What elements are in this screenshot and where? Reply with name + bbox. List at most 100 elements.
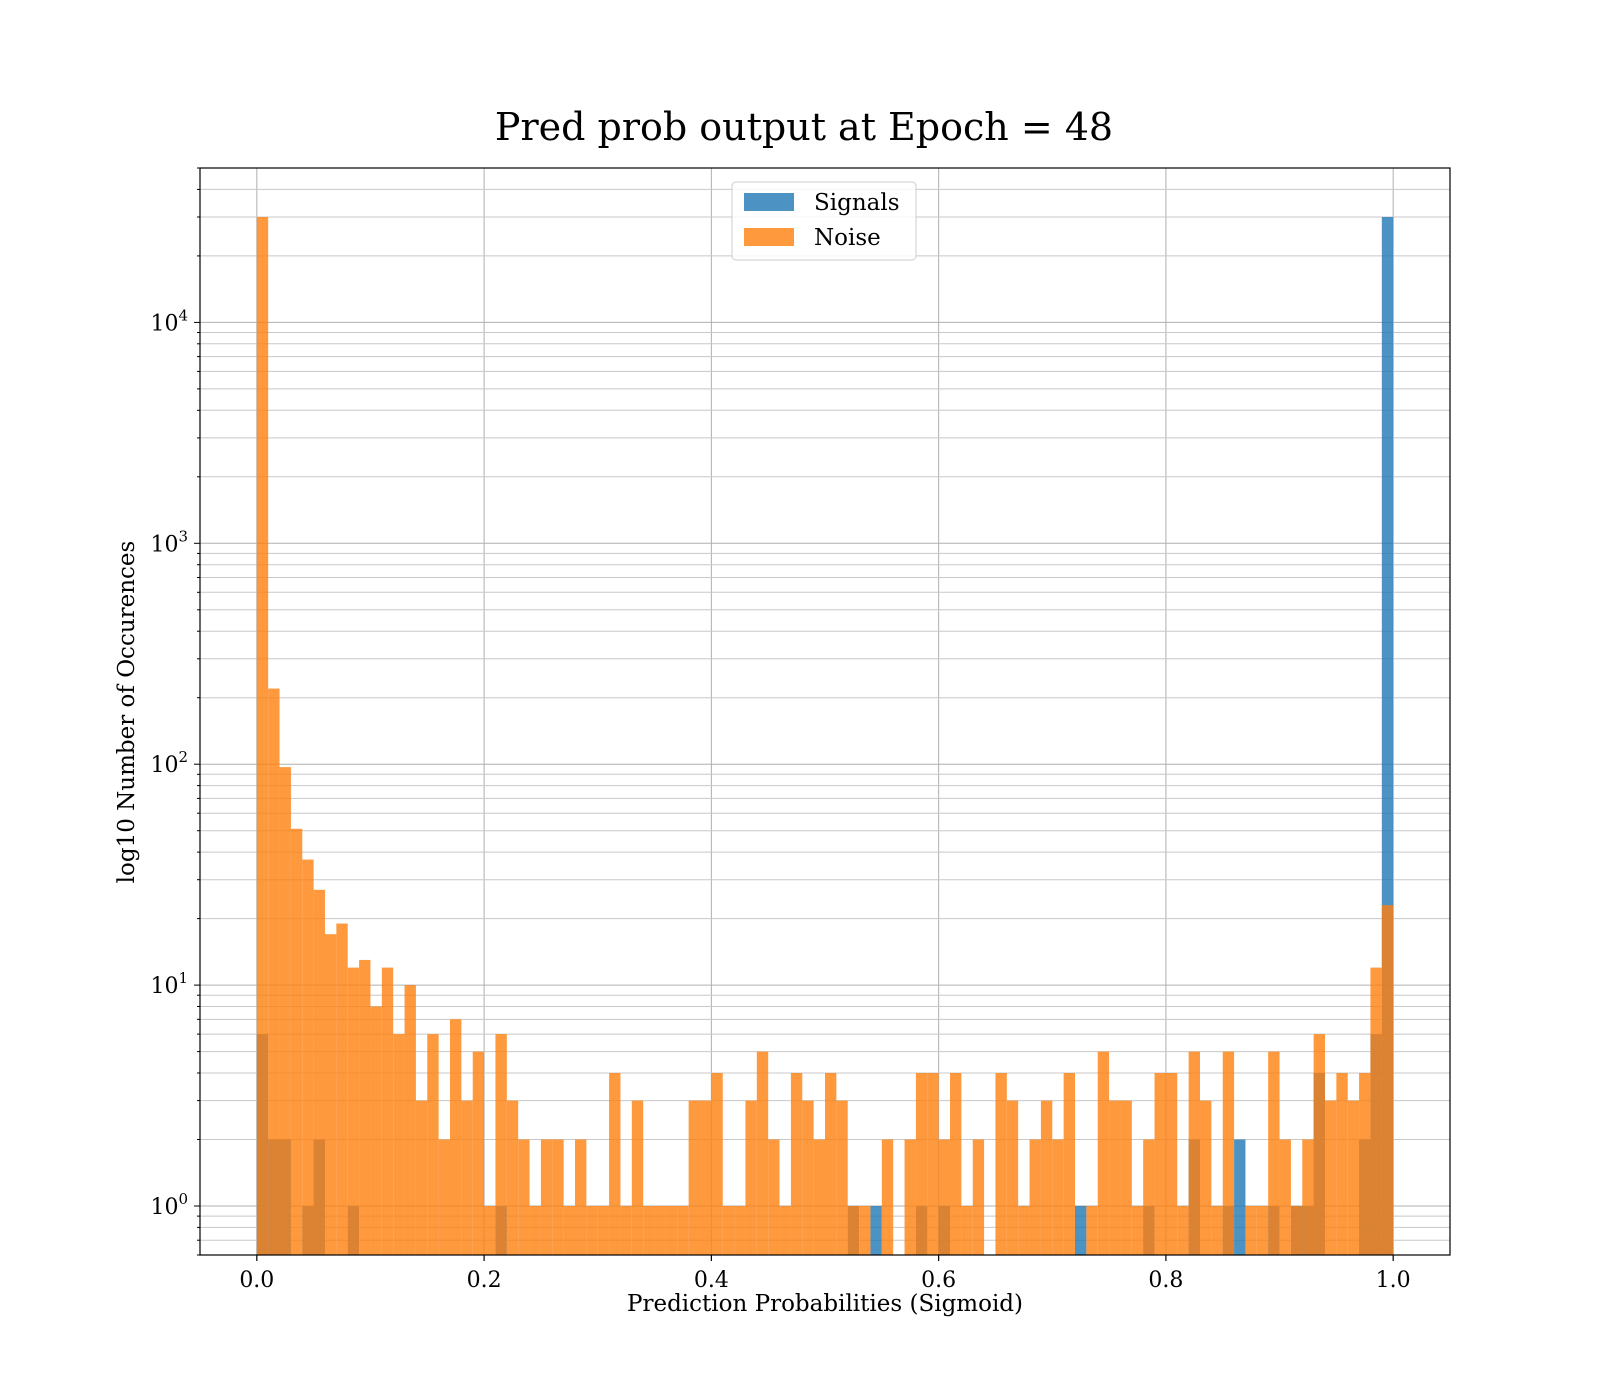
bar-noise [279, 767, 291, 1255]
series-noise [256, 217, 1394, 1256]
bar-noise [859, 1205, 871, 1255]
bar-noise [1268, 1051, 1280, 1255]
bar-noise [393, 1034, 405, 1255]
bar-noise [450, 1019, 462, 1255]
bar-noise [268, 688, 280, 1255]
y-tick-label: 104 [150, 306, 188, 336]
bar-noise [915, 1073, 928, 1255]
chart-title: Pred prob output at Epoch = 48 [495, 105, 1113, 149]
bar-noise [722, 1205, 735, 1255]
bar-noise [1131, 1205, 1144, 1255]
y-tick-label: 100 [150, 1190, 188, 1220]
legend-swatch-signals [744, 193, 794, 211]
bar-noise [290, 828, 303, 1255]
bar-noise [325, 934, 337, 1255]
bar-noise [1018, 1205, 1030, 1255]
x-tick-label: 0.0 [239, 1268, 274, 1293]
bar-noise [540, 1139, 553, 1255]
legend-label-noise: Noise [814, 225, 881, 251]
bar-noise [1040, 1100, 1053, 1255]
bar-noise [631, 1100, 644, 1255]
bar-noise [1313, 1034, 1325, 1255]
bar-noise [438, 1139, 450, 1255]
bar-noise [847, 1205, 860, 1255]
bar-noise [1154, 1073, 1166, 1255]
bar-noise [938, 1139, 950, 1255]
bar-noise [677, 1205, 689, 1255]
bar-noise [302, 859, 314, 1255]
bar-noise [1302, 1139, 1314, 1255]
bar-noise [370, 1006, 382, 1255]
bar-noise [347, 967, 360, 1255]
bar-noise [825, 1073, 837, 1255]
bar-noise [1256, 1205, 1269, 1255]
bar-noise [995, 1073, 1007, 1255]
bar-signals [870, 1205, 882, 1255]
bar-noise [779, 1205, 791, 1255]
y-tick-label: 102 [150, 748, 188, 778]
bar-noise [1006, 1100, 1019, 1255]
bar-noise [950, 1073, 962, 1255]
bar-noise [472, 1051, 485, 1255]
bar-noise [836, 1100, 848, 1255]
bar-noise [415, 1100, 428, 1255]
bar-noise [1188, 1051, 1200, 1255]
x-axis-label: Prediction Probabilities (Sigmoid) [627, 1291, 1023, 1317]
bar-noise [529, 1205, 541, 1255]
bar-noise [518, 1139, 530, 1255]
bar-noise [1165, 1073, 1178, 1255]
bar-noise [597, 1205, 610, 1255]
x-tick-label: 0.2 [467, 1268, 502, 1293]
bar-noise [1029, 1139, 1041, 1255]
bar-noise [700, 1100, 712, 1255]
bar-noise [1063, 1073, 1075, 1255]
bar-noise [256, 217, 269, 1256]
bar-noise [575, 1139, 587, 1255]
axis-ticks: 0.0 0.2 0.4 0.6 0.8 1.0 100 101 102 103 104 [150, 167, 1411, 1293]
bar-noise [1347, 1100, 1360, 1255]
bar-noise [313, 889, 325, 1255]
bar-noise [1222, 1051, 1235, 1255]
bar-noise [620, 1205, 632, 1255]
legend-label-signals: Signals [814, 190, 900, 216]
bar-noise [790, 1073, 803, 1255]
bar-noise [734, 1205, 746, 1255]
bar-noise [813, 1139, 825, 1255]
bar-noise [654, 1205, 666, 1255]
x-tick-label: 0.8 [1148, 1268, 1183, 1293]
bar-signals [1075, 1205, 1087, 1255]
bar-noise [1052, 1139, 1064, 1255]
bar-noise [768, 1139, 780, 1255]
y-axis-label: log10 Number of Occurences [114, 541, 140, 884]
bar-noise [1120, 1100, 1132, 1255]
plot-frame [199, 167, 1451, 1256]
bar-noise [609, 1073, 621, 1255]
legend-swatch-noise [744, 228, 794, 246]
bar-noise [972, 1139, 985, 1255]
bar-noise [1336, 1073, 1348, 1255]
bar-noise [745, 1100, 757, 1255]
bar-noise [461, 1100, 473, 1255]
bar-noise [381, 967, 394, 1255]
bar-noise [1200, 1100, 1212, 1255]
bar-noise [1143, 1139, 1155, 1255]
bar-noise [711, 1073, 723, 1255]
bar-signals [1234, 1139, 1246, 1255]
y-tick-label: 103 [150, 527, 188, 557]
y-tick-label: 101 [150, 969, 188, 999]
bar-noise [427, 1034, 439, 1255]
bar-noise [1097, 1051, 1110, 1255]
x-tick-label: 1.0 [1376, 1268, 1411, 1293]
bar-noise [904, 1139, 916, 1255]
bar-noise [336, 923, 348, 1255]
bar-noise [756, 1051, 769, 1255]
bar-noise [1109, 1100, 1121, 1255]
x-tick-label: 0.6 [921, 1268, 956, 1293]
bar-noise [1325, 1100, 1337, 1255]
bar-noise [1245, 1205, 1257, 1255]
bar-noise [1290, 1205, 1303, 1255]
bar-noise [1370, 967, 1382, 1255]
bar-noise [1177, 1205, 1189, 1255]
bar-noise [961, 1205, 973, 1255]
